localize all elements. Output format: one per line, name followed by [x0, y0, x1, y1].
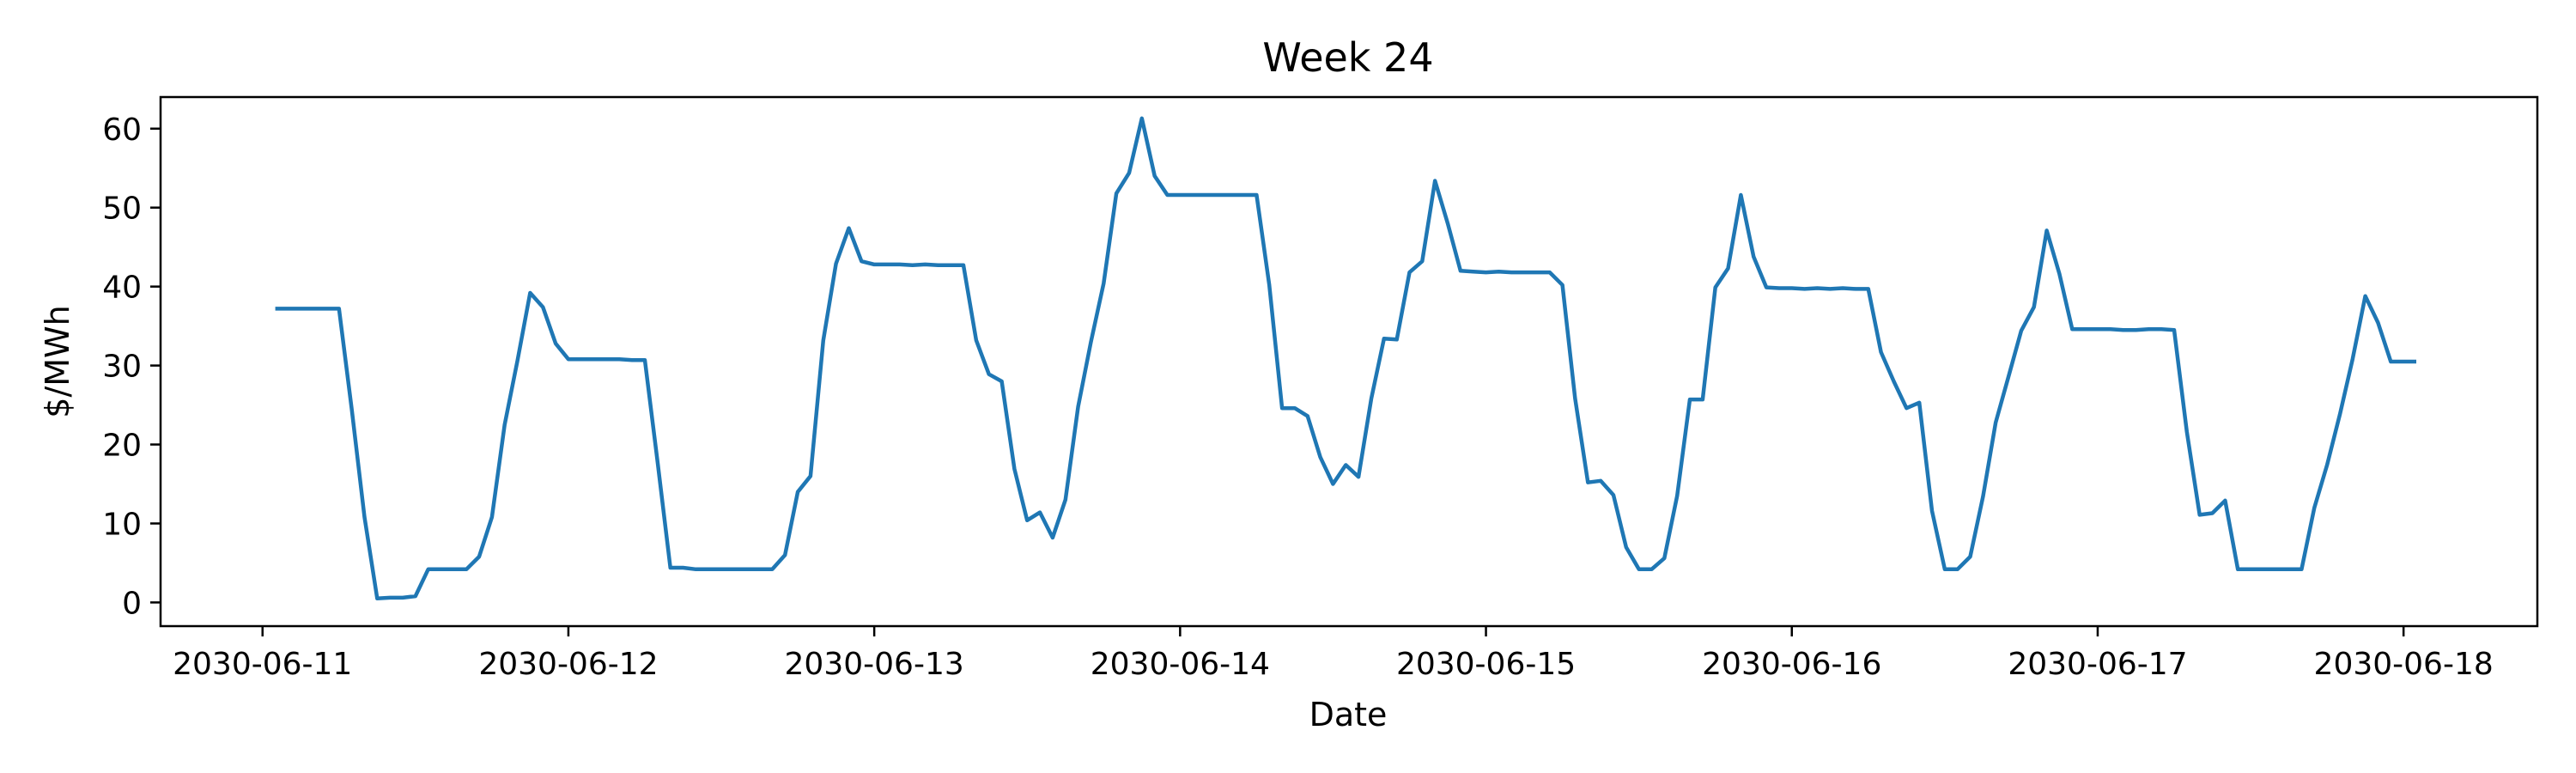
y-tick-label: 40 — [102, 271, 142, 306]
y-axis: 0 10 20 30 40 50 60 — [102, 113, 161, 621]
x-axis-label: Date — [1309, 696, 1388, 733]
y-tick-label: 10 — [102, 507, 142, 542]
y-tick-label: 30 — [102, 350, 142, 385]
x-tick-label: 2030-06-13 — [785, 647, 964, 682]
chart-title: Week 24 — [1262, 34, 1433, 81]
y-tick-label: 50 — [102, 192, 142, 227]
x-tick-label: 2030-06-14 — [1091, 647, 1270, 682]
y-tick-label: 20 — [102, 429, 142, 464]
plot-area — [159, 95, 2539, 628]
x-tick-label: 2030-06-16 — [1702, 647, 1881, 682]
x-tick-label: 2030-06-15 — [1396, 647, 1576, 682]
x-tick-label: 2030-06-12 — [478, 647, 658, 682]
x-tick-label: 2030-06-11 — [173, 647, 352, 682]
y-tick-label: 60 — [102, 113, 142, 148]
x-tick-label: 2030-06-17 — [2008, 647, 2187, 682]
y-axis-label: $/MWh — [39, 305, 76, 417]
x-tick-label: 2030-06-18 — [2314, 647, 2494, 682]
x-axis: 2030-06-11 2030-06-12 2030-06-13 2030-06-14… — [173, 626, 2494, 682]
y-tick-label: 0 — [122, 586, 142, 621]
price-series-line — [275, 116, 2416, 601]
